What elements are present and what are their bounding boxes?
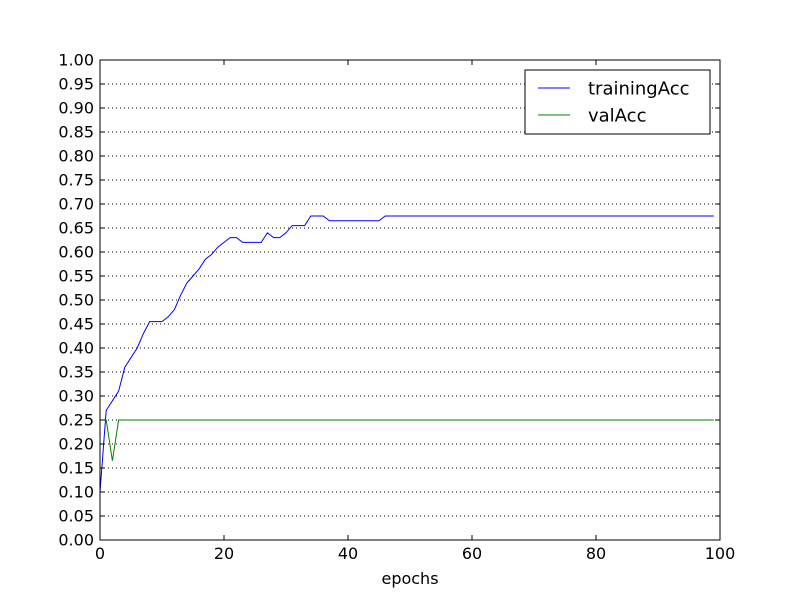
series-line-trainingAcc [99, 215, 714, 493]
y-tick-label: 0.90 [58, 99, 94, 118]
x-tick-label: 100 [705, 544, 736, 563]
legend-label-valAcc: valAcc [588, 106, 646, 127]
x-tick-label: 0 [95, 544, 105, 563]
y-tick-label: 0.60 [58, 243, 94, 262]
x-tick-label: 20 [214, 544, 234, 563]
y-tick-label: 0.00 [58, 531, 94, 550]
y-tick-label: 0.45 [58, 315, 94, 334]
y-tick-label: 0.50 [58, 291, 94, 310]
y-tick-label: 0.35 [58, 363, 94, 382]
y-tick-label: 0.20 [58, 435, 94, 454]
legend-box [524, 69, 711, 135]
y-tick-label: 0.85 [58, 123, 94, 142]
x-tick-label: 80 [586, 544, 606, 563]
y-tick-label: 0.55 [58, 267, 94, 286]
y-tick-label: 1.00 [58, 51, 94, 70]
legend-label-trainingAcc: trainingAcc [588, 79, 690, 100]
series-line-valAcc [100, 419, 714, 461]
y-tick-label: 0.15 [58, 459, 94, 478]
x-tick-label: 40 [338, 544, 358, 563]
y-tick-label: 0.65 [58, 219, 94, 238]
y-tick-label: 0.40 [58, 339, 94, 358]
series-lines [99, 215, 714, 493]
x-tick-label: 60 [462, 544, 482, 563]
y-tick-label: 0.80 [58, 147, 94, 166]
y-tick-label: 0.95 [58, 75, 94, 94]
y-tick-label: 0.05 [58, 507, 94, 526]
y-tick-label: 0.30 [58, 387, 94, 406]
axis-ticks: 0.00 0.05 0.10 0.15 0.20 0.25 0.30 0.35 0.40 0.45… [58, 51, 735, 564]
grid-lines [100, 83, 720, 517]
y-tick-label: 0.75 [58, 171, 94, 190]
y-tick-label: 0.25 [58, 411, 94, 430]
x-axis-label: epochs [381, 569, 438, 588]
legend: trainingAcc valAcc [524, 69, 711, 135]
y-tick-label: 0.70 [58, 195, 94, 214]
y-tick-label: 0.10 [58, 483, 94, 502]
